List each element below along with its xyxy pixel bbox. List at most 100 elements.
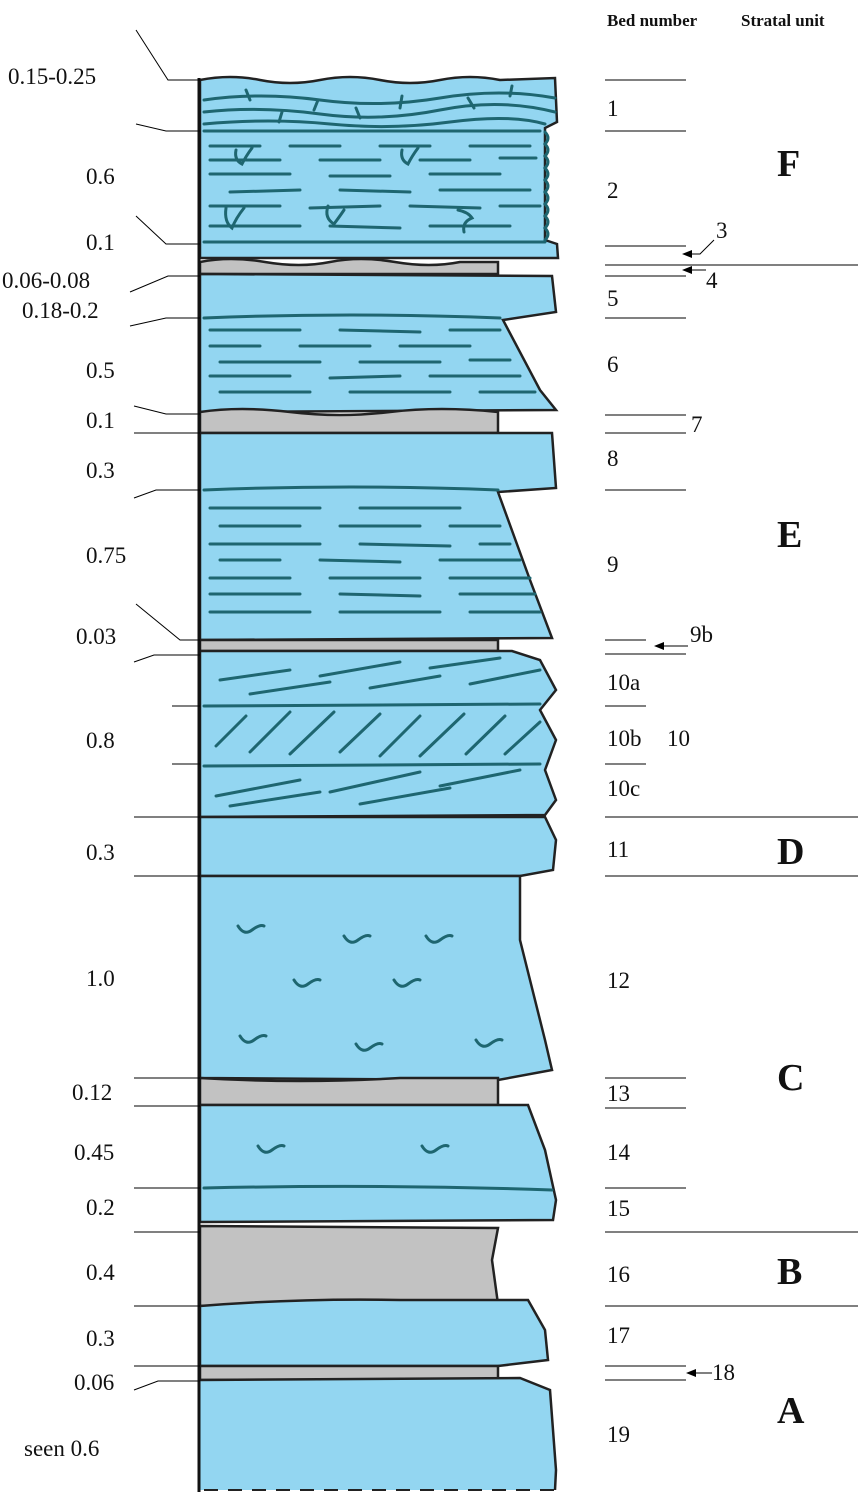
pointer-arrows xyxy=(654,239,715,1377)
layer-bed-3 xyxy=(198,257,500,276)
laminae xyxy=(208,592,537,598)
laminae xyxy=(208,224,512,230)
bed-number: 10b xyxy=(607,726,642,751)
laminae xyxy=(202,485,500,492)
stratal-unit-labels: F E D C B A xyxy=(777,143,805,1432)
stratal-unit-label: B xyxy=(777,1251,802,1293)
arrow-icon xyxy=(654,642,664,650)
layer-bed-7 xyxy=(198,407,500,435)
thickness-label: 0.3 xyxy=(86,840,115,865)
burrow-icon xyxy=(325,204,346,226)
bed-number: 6 xyxy=(607,352,619,377)
notched-weathering-edge xyxy=(542,130,550,242)
ripple-laminae-icon xyxy=(202,102,557,119)
thickness-labels: 0.15-0.25 0.6 0.1 0.06-0.08 0.18-0.2 0.5… xyxy=(2,29,200,1461)
header-bed-number: Bed number xyxy=(607,11,698,30)
burrow-icon xyxy=(234,146,254,167)
thickness-leader-lines xyxy=(129,29,200,1391)
bed-boundary-ticks xyxy=(605,79,686,1381)
bed-number: 10c xyxy=(607,776,640,801)
arrow-icon xyxy=(686,1369,696,1377)
thickness-label: 0.12 xyxy=(72,1080,112,1105)
thickness-label: 0.6 xyxy=(86,164,115,189)
thickness-label: 0.06-0.08 xyxy=(2,268,90,293)
bed-number: 17 xyxy=(607,1323,630,1348)
thickness-label: 0.15-0.25 xyxy=(8,64,96,89)
stratal-unit-boundaries xyxy=(605,264,858,1307)
arrow-icon xyxy=(682,250,692,258)
bed-number: 12 xyxy=(607,968,630,993)
bed-number: 10a xyxy=(607,670,640,695)
thickness-label: 0.18-0.2 xyxy=(22,298,99,323)
thickness-label: 0.8 xyxy=(86,728,115,753)
thickness-label: 1.0 xyxy=(86,966,115,991)
stratal-unit-label: E xyxy=(777,514,802,556)
thickness-label: 0.5 xyxy=(86,358,115,383)
thickness-label: 0.45 xyxy=(74,1140,114,1165)
stratal-unit-label: F xyxy=(777,143,800,185)
laminae xyxy=(218,558,522,564)
bed-number: 9b xyxy=(690,622,713,647)
bed-number: 13 xyxy=(607,1081,630,1106)
bed-number: 8 xyxy=(607,446,619,471)
layer-bed-19 xyxy=(200,1378,556,1490)
layer-bed-11 xyxy=(198,815,558,878)
laminae xyxy=(208,374,522,380)
bed-number: 10 xyxy=(667,726,690,751)
laminae xyxy=(208,328,502,334)
laminae xyxy=(202,313,502,320)
layer-bed-12 xyxy=(198,874,554,1082)
layer-bed-19-outline xyxy=(199,1376,558,1491)
bed-number: 14 xyxy=(607,1140,631,1165)
bed-number: 7 xyxy=(691,412,703,437)
shell-fossil-icon xyxy=(256,1144,450,1154)
bed-number: 19 xyxy=(607,1422,630,1447)
laminae xyxy=(228,188,532,194)
laminae xyxy=(208,172,502,178)
laminae xyxy=(218,358,512,364)
thickness-label: 0.06 xyxy=(74,1370,114,1395)
bed-number: 9 xyxy=(607,552,619,577)
thickness-label: seen 0.6 xyxy=(24,1436,99,1461)
thickness-label: 0.3 xyxy=(86,1326,115,1351)
lithology-texture xyxy=(202,84,557,1192)
bed-number: 15 xyxy=(607,1196,630,1221)
ripple-laminae-icon xyxy=(202,116,547,129)
bed-number: 18 xyxy=(712,1360,735,1385)
layer-bed-10 xyxy=(198,649,558,819)
bed-number: 2 xyxy=(607,178,619,203)
bed-boundary-14-15 xyxy=(202,1184,554,1192)
thickness-label: 0.4 xyxy=(86,1260,115,1285)
bed-number: 1 xyxy=(607,96,619,121)
lithology-column xyxy=(197,75,560,1492)
burrow-icon xyxy=(224,206,246,231)
thickness-label: 0.3 xyxy=(86,458,115,483)
layer-bed-8-9 xyxy=(198,431,558,642)
thickness-label: 0.75 xyxy=(86,543,126,568)
arrow-icon xyxy=(682,266,692,274)
thickness-label: 0.03 xyxy=(76,624,116,649)
stratal-unit-label: D xyxy=(777,831,804,873)
bed-number: 4 xyxy=(706,268,718,293)
cross-bedding-icon xyxy=(202,656,542,808)
burrow-icon xyxy=(400,146,420,167)
layer-bed-14-15 xyxy=(198,1103,558,1224)
ripple-laminae-icon xyxy=(202,91,557,106)
bed-number: 16 xyxy=(607,1262,630,1287)
layer-bed-13 xyxy=(198,1076,500,1107)
bed-number: 11 xyxy=(607,837,629,862)
header-stratal-unit: Stratal unit xyxy=(741,11,825,30)
laminae xyxy=(208,542,512,548)
bed-number-labels: 1 2 3 4 5 6 7 8 9 9b 10a 10b 10 10c 11 1… xyxy=(607,96,735,1447)
shell-fossil-icon xyxy=(236,924,504,1052)
bed-number: 3 xyxy=(716,218,728,243)
layer-bed-17 xyxy=(198,1298,550,1368)
stratal-unit-label: A xyxy=(777,1390,805,1432)
layer-bed-16 xyxy=(198,1224,500,1308)
bed-number: 5 xyxy=(607,286,619,311)
thickness-label: 0.1 xyxy=(86,408,115,433)
burrow-icon xyxy=(456,208,475,234)
stratal-unit-label: C xyxy=(777,1057,804,1099)
thickness-label: 0.2 xyxy=(86,1195,115,1220)
